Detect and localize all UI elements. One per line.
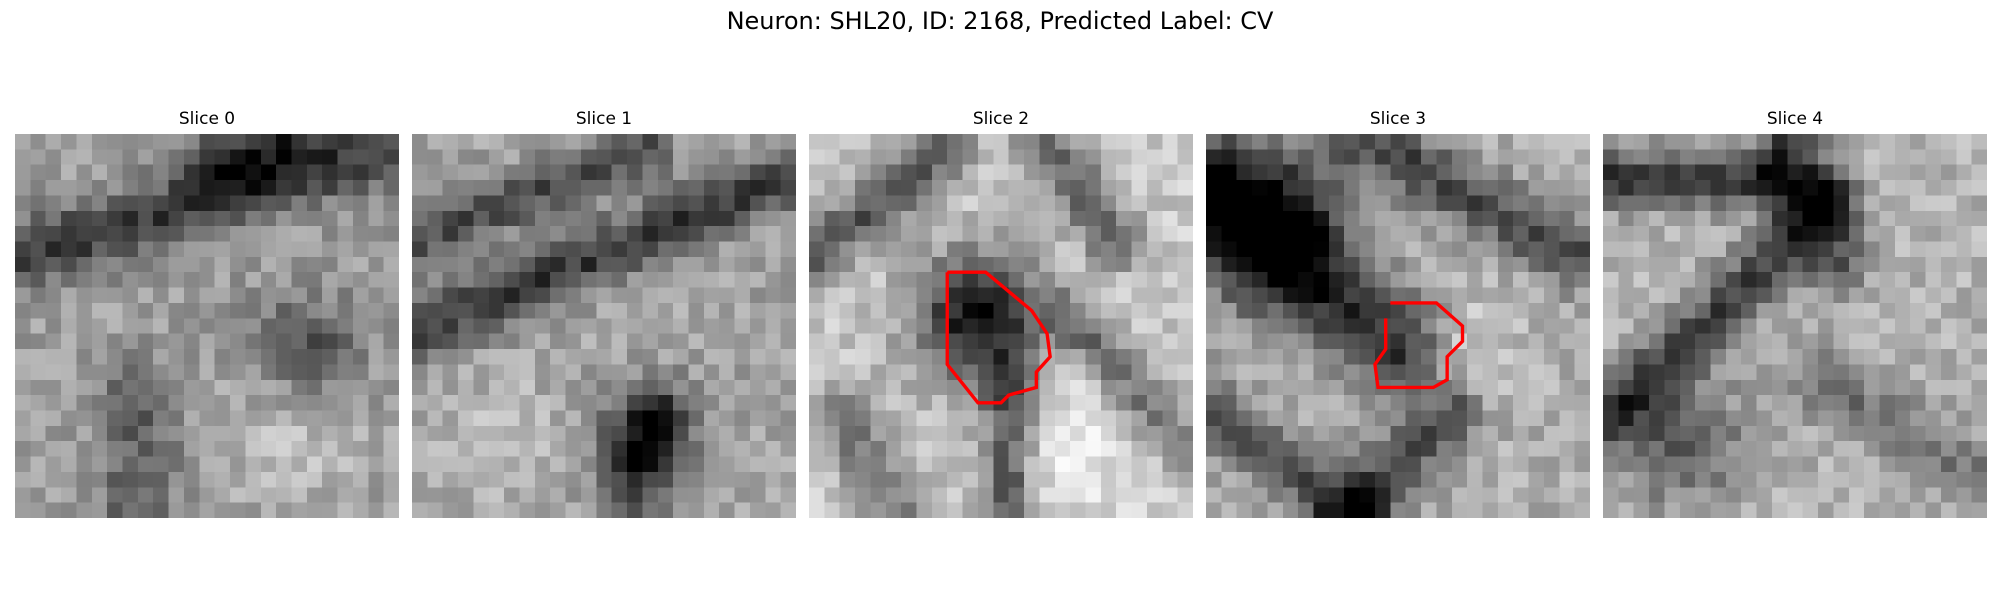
- slice-image-2: [809, 134, 1193, 518]
- slice-panel-2: Slice 2: [809, 108, 1193, 518]
- slice-panel-3: Slice 3: [1206, 108, 1590, 518]
- slice-title-1: Slice 1: [575, 109, 633, 129]
- slice-title-4: Slice 4: [1766, 109, 1824, 129]
- slice-image-1: [412, 134, 796, 518]
- slice-image-0: [15, 134, 399, 518]
- slice-panel-1: Slice 1: [412, 108, 796, 518]
- segmentation-contour: [945, 270, 1052, 405]
- slice-image-3: [1206, 134, 1590, 518]
- figure-title: Neuron: SHL20, ID: 2168, Predicted Label…: [726, 7, 1274, 35]
- slice-title-2: Slice 2: [972, 109, 1030, 129]
- slice-title-0: Slice 0: [178, 109, 236, 129]
- slice-image-4: [1603, 134, 1987, 518]
- slice-title-3: Slice 3: [1369, 109, 1427, 129]
- segmentation-contour: [1373, 301, 1465, 390]
- slice-panel-4: Slice 4: [1603, 108, 1987, 518]
- slice-panel-0: Slice 0: [15, 108, 399, 518]
